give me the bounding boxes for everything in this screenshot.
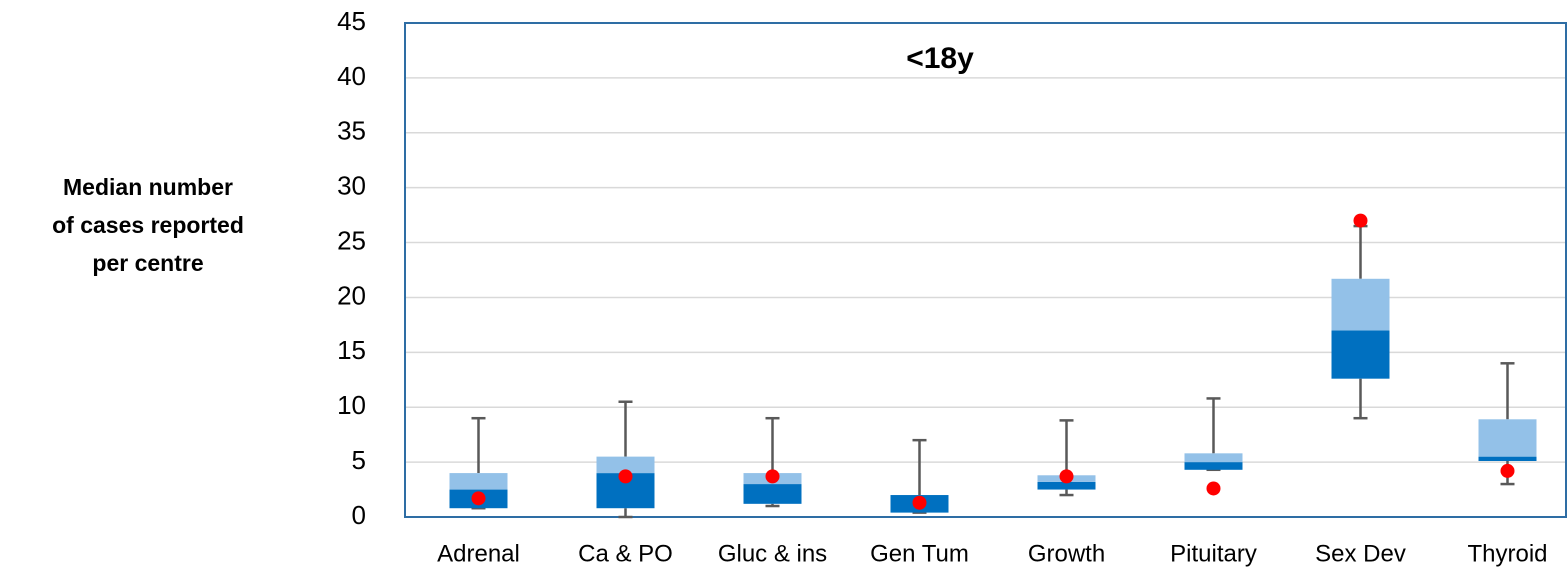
point [1353, 213, 1368, 228]
point [1500, 463, 1515, 478]
x-tick-label: Pituitary [1170, 540, 1257, 567]
y-axis-label: of cases reported [52, 212, 244, 238]
x-tick-label: Ca & PO [578, 540, 673, 567]
y-tick-label: 40 [337, 61, 366, 91]
box-lower [743, 484, 802, 504]
box-upper [1184, 453, 1243, 463]
box-upper [596, 456, 655, 474]
box-lower [1331, 330, 1390, 379]
x-tick-label: Adrenal [437, 540, 520, 567]
x-tick-label: Growth [1028, 540, 1105, 567]
y-tick-label: 15 [337, 335, 366, 365]
point [1059, 469, 1074, 484]
y-tick-label: 10 [337, 390, 366, 420]
x-tick-label: Sex Dev [1315, 540, 1406, 567]
box-upper [1478, 419, 1537, 457]
x-tick-label: Gluc & ins [718, 540, 827, 567]
box-lower [1037, 481, 1096, 490]
y-tick-label: 35 [337, 116, 366, 146]
box-lower [1184, 462, 1243, 470]
y-tick-label: 5 [352, 445, 366, 475]
x-tick-label: Thyroid [1467, 540, 1547, 567]
box-lower [1478, 456, 1537, 462]
point [912, 495, 927, 510]
point [618, 469, 633, 484]
point [1206, 481, 1221, 496]
point [765, 469, 780, 484]
y-axis-label: Median number [63, 174, 233, 200]
plot-frame [404, 22, 1567, 518]
box-upper [1331, 278, 1390, 331]
y-axis-label: per centre [92, 250, 203, 276]
y-tick-label: 25 [337, 225, 366, 255]
y-tick-label: 20 [337, 280, 366, 310]
y-tick-label: 0 [352, 500, 366, 530]
chart-title: <18y [906, 42, 974, 75]
box-upper [449, 473, 508, 490]
point [471, 491, 486, 506]
x-tick-label: Gen Tum [870, 540, 969, 567]
y-tick-label: 45 [337, 6, 366, 36]
y-tick-label: 30 [337, 171, 366, 201]
